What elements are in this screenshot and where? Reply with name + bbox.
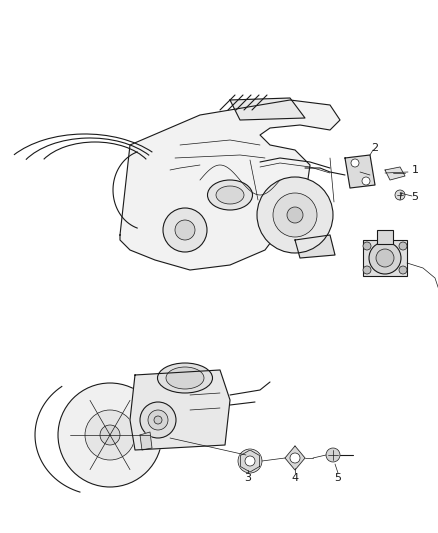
Polygon shape	[240, 450, 260, 472]
Polygon shape	[140, 432, 152, 450]
Polygon shape	[120, 100, 340, 270]
Circle shape	[362, 177, 370, 185]
Circle shape	[163, 208, 207, 252]
Circle shape	[395, 190, 405, 200]
Polygon shape	[385, 167, 405, 180]
Circle shape	[363, 266, 371, 274]
Ellipse shape	[216, 186, 244, 204]
Circle shape	[399, 242, 407, 250]
Polygon shape	[230, 98, 305, 120]
FancyBboxPatch shape	[377, 230, 393, 244]
Circle shape	[245, 456, 255, 466]
Circle shape	[290, 453, 300, 463]
Text: 1: 1	[411, 165, 418, 175]
Circle shape	[85, 410, 135, 460]
Text: 4: 4	[291, 473, 299, 483]
FancyBboxPatch shape	[363, 240, 407, 276]
Polygon shape	[130, 370, 230, 450]
Text: 2: 2	[371, 143, 378, 153]
Circle shape	[257, 177, 333, 253]
Circle shape	[369, 242, 401, 274]
Ellipse shape	[158, 363, 212, 393]
Text: 5: 5	[335, 473, 342, 483]
Polygon shape	[285, 446, 305, 470]
Ellipse shape	[166, 367, 204, 389]
Polygon shape	[295, 235, 335, 258]
Circle shape	[376, 249, 394, 267]
Circle shape	[140, 402, 176, 438]
Circle shape	[399, 266, 407, 274]
Circle shape	[287, 207, 303, 223]
Circle shape	[351, 159, 359, 167]
Circle shape	[363, 242, 371, 250]
Circle shape	[100, 425, 120, 445]
Circle shape	[273, 193, 317, 237]
Circle shape	[154, 416, 162, 424]
Text: 5: 5	[411, 192, 418, 202]
Circle shape	[326, 448, 340, 462]
Polygon shape	[345, 155, 375, 188]
Circle shape	[238, 449, 262, 473]
Circle shape	[148, 410, 168, 430]
Circle shape	[58, 383, 162, 487]
Text: 3: 3	[244, 473, 251, 483]
Circle shape	[175, 220, 195, 240]
Ellipse shape	[208, 180, 252, 210]
